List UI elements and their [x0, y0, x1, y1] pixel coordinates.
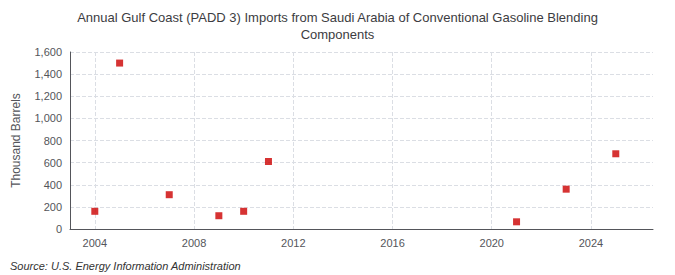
svg-text:1,600: 1,600: [34, 46, 62, 58]
svg-text:1,400: 1,400: [34, 68, 62, 80]
svg-text:400: 400: [44, 179, 62, 191]
svg-text:Components: Components: [301, 27, 375, 42]
svg-text:800: 800: [44, 135, 62, 147]
svg-text:Annual Gulf Coast (PADD 3) Imp: Annual Gulf Coast (PADD 3) Imports from …: [77, 10, 598, 25]
svg-text:200: 200: [44, 201, 62, 213]
svg-text:600: 600: [44, 157, 62, 169]
svg-text:2024: 2024: [579, 237, 603, 249]
svg-text:0: 0: [56, 223, 62, 235]
svg-text:Thousand Barrels: Thousand Barrels: [9, 93, 23, 188]
svg-text:2016: 2016: [380, 237, 404, 249]
svg-text:Source: U.S. Energy Informatio: Source: U.S. Energy Information Administ…: [10, 260, 241, 272]
svg-text:1,200: 1,200: [34, 90, 62, 102]
svg-text:2012: 2012: [281, 237, 305, 249]
svg-text:2020: 2020: [480, 237, 504, 249]
svg-text:2004: 2004: [83, 237, 107, 249]
svg-text:1,000: 1,000: [34, 112, 62, 124]
svg-text:2008: 2008: [182, 237, 206, 249]
